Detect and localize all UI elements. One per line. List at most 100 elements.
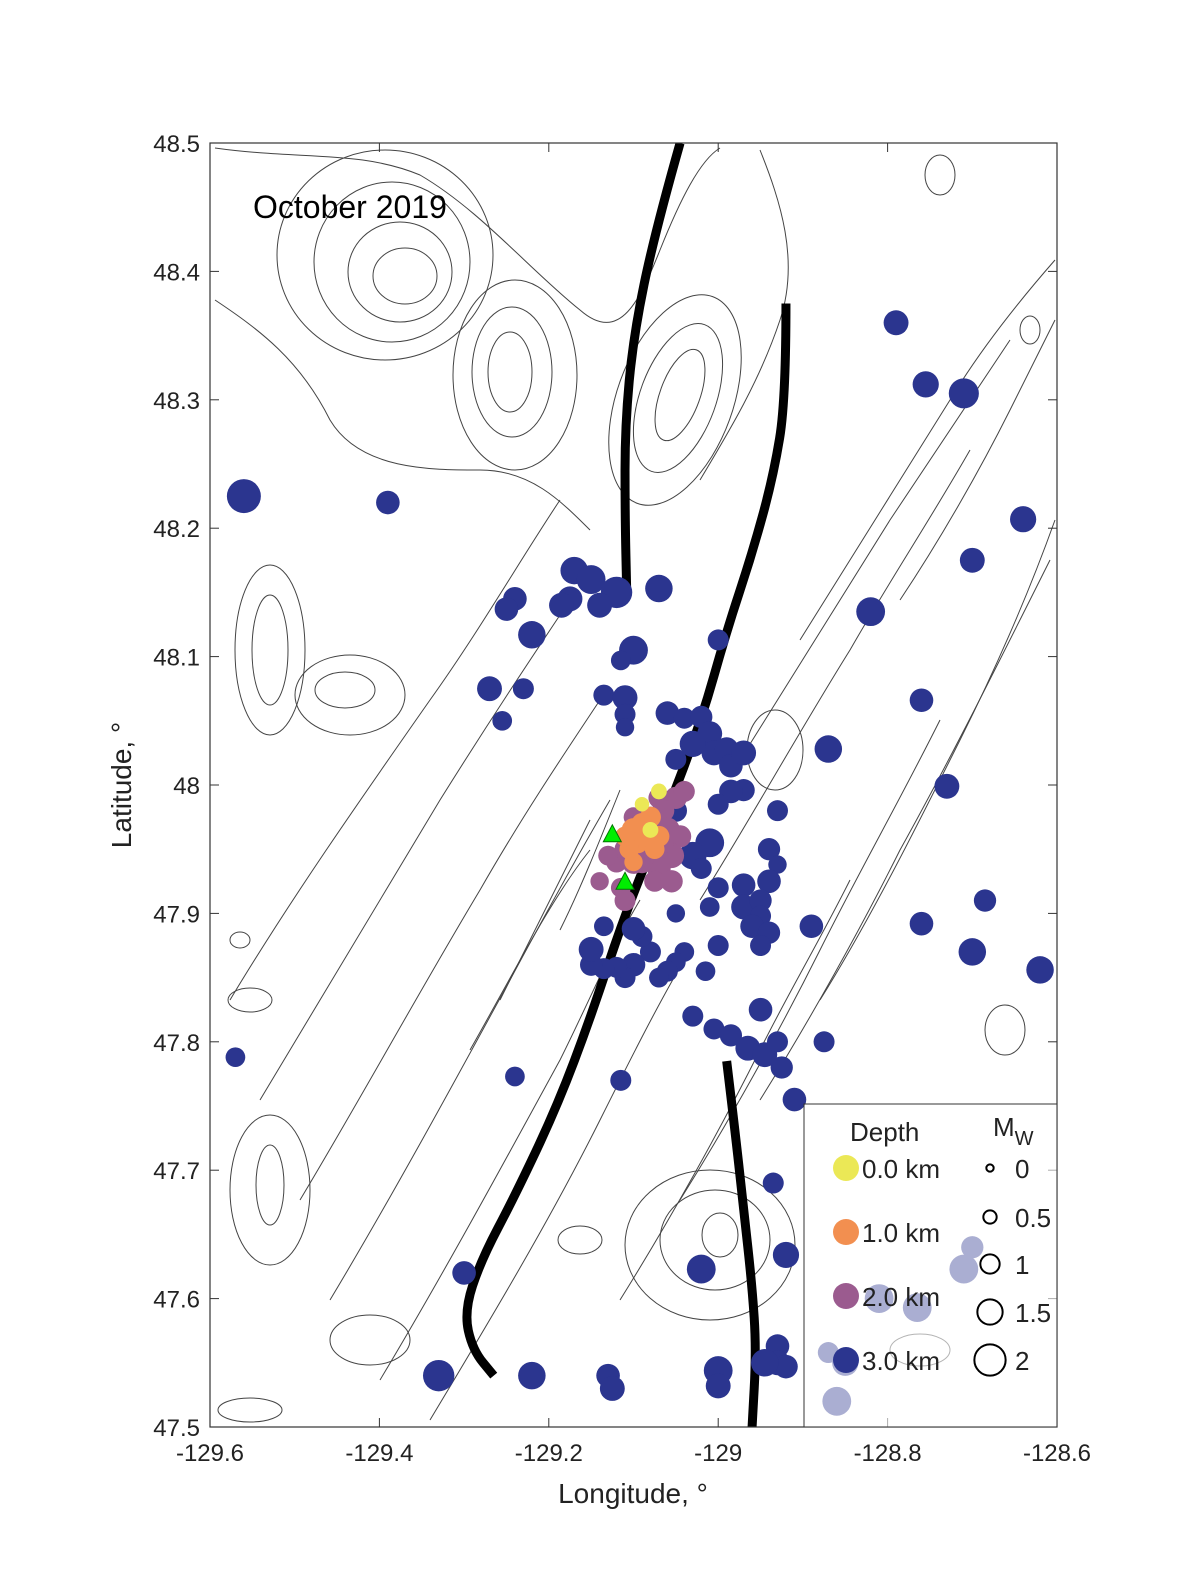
- stations: [602, 823, 635, 890]
- y-tick-label: 48.2: [153, 516, 200, 543]
- contour-line: [227, 987, 273, 1013]
- legend-depth-title: Depth: [850, 1117, 919, 1147]
- earthquake-point: [642, 822, 659, 838]
- contour-line: [229, 931, 251, 949]
- y-axis-label: Latitude, °: [106, 722, 137, 848]
- station-marker: [615, 871, 635, 890]
- earthquake-point: [610, 1069, 632, 1091]
- earthquake-point: [492, 710, 513, 731]
- earthquake-point: [549, 592, 574, 618]
- legend-depth-label: 1.0 km: [862, 1218, 940, 1248]
- earthquake-point: [766, 1031, 788, 1053]
- earthquake-point: [660, 870, 683, 893]
- earthquake-point: [665, 748, 687, 770]
- earthquake-point: [883, 310, 909, 336]
- contour-line: [299, 699, 601, 1201]
- contour-line: [557, 1225, 603, 1255]
- contour-line: [701, 1212, 739, 1258]
- earthquake-point: [649, 967, 669, 988]
- earthquake-point: [749, 889, 772, 912]
- legend-depth-swatch: [833, 1219, 859, 1245]
- earthquake-point: [673, 707, 695, 729]
- earthquake-point: [774, 1354, 798, 1379]
- contour-line: [654, 348, 706, 442]
- fault-line: [620, 143, 685, 593]
- fault-line: [722, 1060, 760, 1427]
- earthquake-point: [909, 911, 934, 936]
- earthquake-point: [973, 889, 997, 912]
- legend-mag-swatch: [985, 1163, 995, 1173]
- earthquake-point: [707, 877, 729, 899]
- contour-line: [1019, 315, 1041, 345]
- contour-line: [924, 154, 956, 196]
- legend-depth-label: 2.0 km: [862, 1282, 940, 1312]
- contour-line: [229, 1114, 311, 1266]
- legend-depth-label: 0.0 km: [862, 1154, 940, 1184]
- legend-mag-entries: 0 0.5 1 1.5 2: [973, 1154, 1051, 1377]
- legend-mag-swatch: [973, 1343, 1007, 1377]
- contour-line: [559, 789, 621, 931]
- contour-line: [799, 259, 1056, 641]
- earthquake-point: [912, 371, 939, 398]
- earthquake-point: [799, 914, 824, 939]
- earthquake-point: [959, 547, 985, 573]
- earthquake-point: [610, 650, 631, 671]
- x-tick-label: -129: [694, 1440, 742, 1467]
- contour-line: [487, 331, 533, 413]
- legend-mag-label: 0: [1015, 1154, 1029, 1184]
- legend-mag-swatch: [979, 1253, 1001, 1275]
- earthquake-point: [751, 1349, 779, 1377]
- earthquake-point: [748, 997, 773, 1022]
- earthquake-point: [766, 800, 788, 822]
- earthquake-point: [624, 852, 643, 872]
- contour-line: [699, 149, 789, 481]
- legend-mag-label: 1.5: [1015, 1298, 1051, 1328]
- earthquake-point: [690, 857, 712, 879]
- y-tick-label: 48.4: [153, 259, 200, 286]
- contour-line: [699, 449, 971, 901]
- earthquake-point: [615, 718, 635, 737]
- x-axis-label: Longitude, °: [558, 1478, 708, 1509]
- earthquake-point: [518, 621, 546, 649]
- legend-mag-subscript: W: [1015, 1128, 1034, 1150]
- station-marker: [602, 823, 623, 843]
- earthquake-point: [593, 684, 615, 706]
- earthquake-point: [639, 941, 661, 963]
- contour-line: [469, 849, 591, 1051]
- earthquake-point: [226, 479, 261, 514]
- earthquake-point: [705, 1373, 731, 1399]
- earthquake-point: [590, 872, 609, 891]
- legend-depth-swatch: [833, 1283, 859, 1309]
- contour-line: [255, 1144, 285, 1226]
- y-tick-label: 48.1: [153, 645, 200, 672]
- earthquake-point: [707, 793, 729, 815]
- legend-depth-entries: 0.0 km 1.0 km 2.0 km 3.0 km: [833, 1154, 940, 1376]
- earthquake-point: [719, 1024, 743, 1047]
- contour-line: [229, 499, 561, 1001]
- earthquake-point: [578, 936, 604, 962]
- contour-line: [294, 654, 406, 736]
- x-tick-label: -129.4: [345, 1440, 413, 1467]
- contour-line: [251, 594, 289, 706]
- legend-depth-swatch: [833, 1155, 859, 1181]
- earthquake-point: [614, 703, 636, 725]
- earthquake-point: [494, 597, 519, 621]
- y-tick-label: 48.3: [153, 388, 200, 415]
- earthquake-point: [612, 685, 638, 711]
- earthquake-point: [655, 701, 680, 725]
- earthquake-point: [762, 1172, 784, 1194]
- earthquake-point: [673, 780, 695, 802]
- contour-line: [819, 519, 1056, 1001]
- earthquake-point: [518, 1361, 546, 1390]
- contour-line: [679, 719, 941, 1201]
- earthquake-point: [707, 629, 729, 651]
- x-tick-label: -128.8: [854, 1440, 922, 1467]
- earthquake-point: [599, 1376, 625, 1401]
- earthquake-point: [505, 1066, 525, 1087]
- contour-line: [347, 221, 453, 323]
- earthquake-point: [682, 1005, 704, 1027]
- earthquake-point: [757, 869, 781, 894]
- y-tick-label: 47.5: [153, 1415, 200, 1442]
- earthquake-point: [645, 574, 673, 603]
- earthquake-point: [576, 565, 606, 594]
